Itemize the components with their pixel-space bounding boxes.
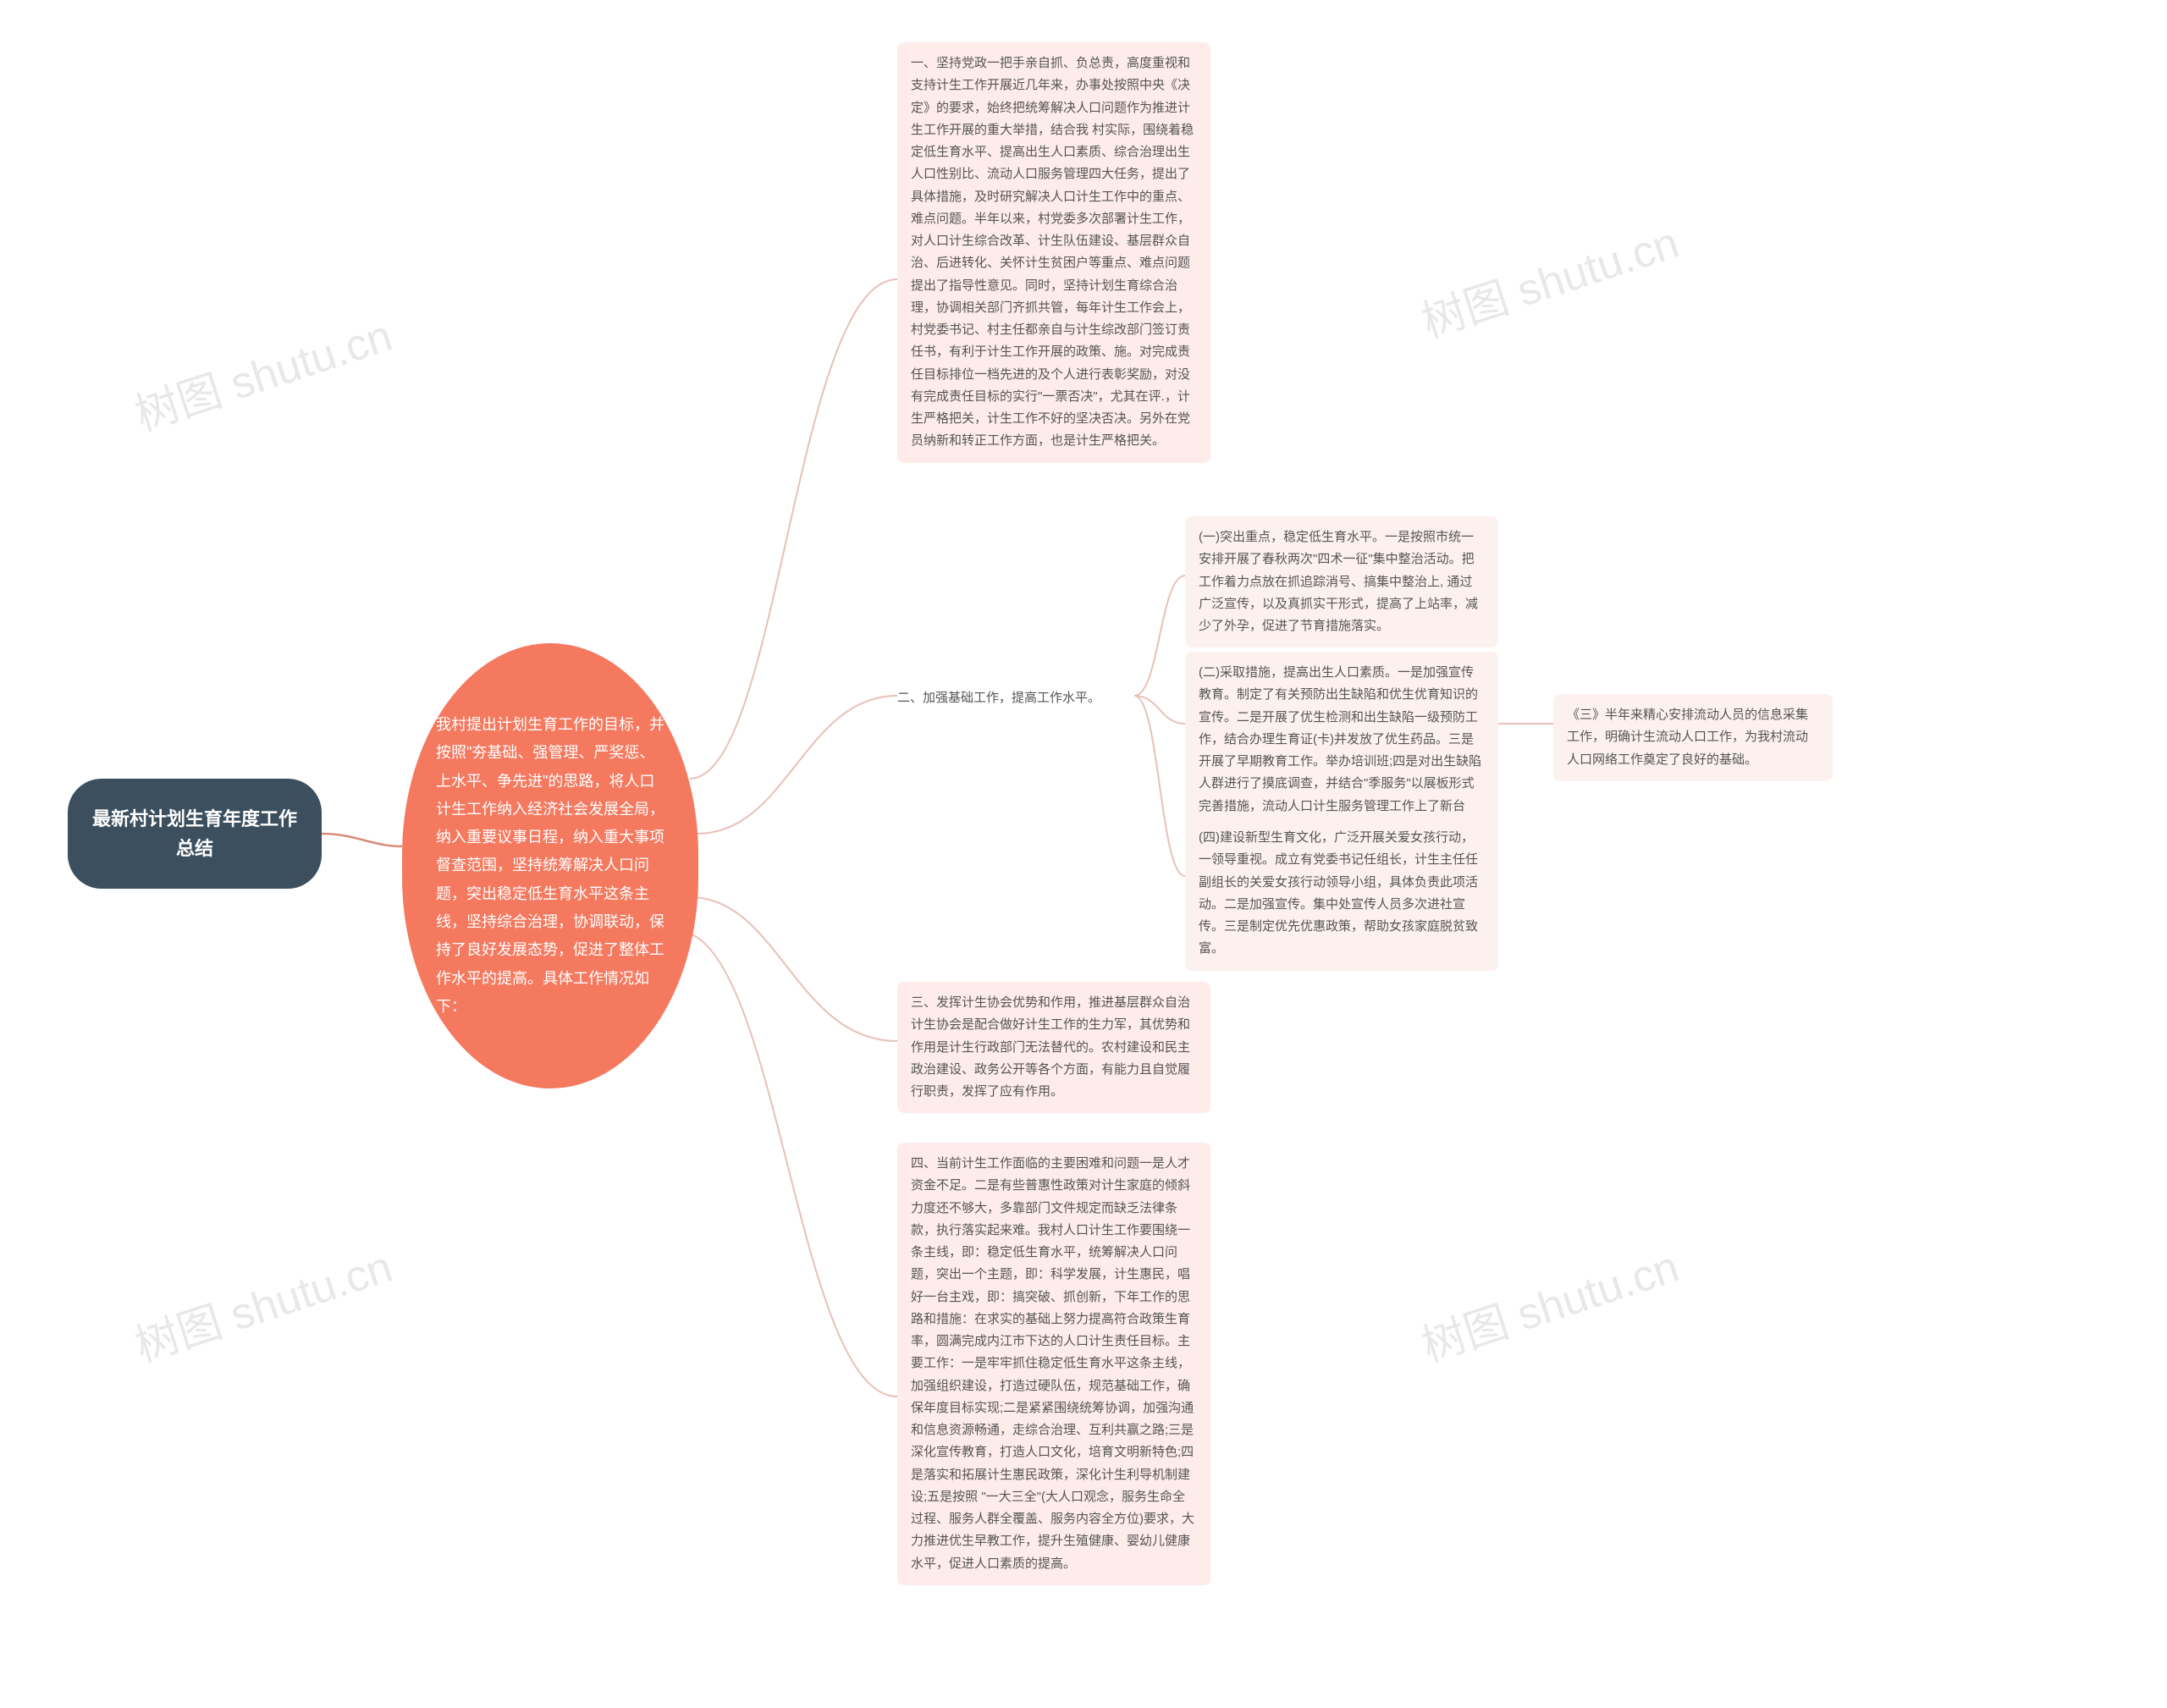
watermark: 树图 shutu.cn xyxy=(1412,1231,1685,1374)
intro-node[interactable]: 我村提出计划生育工作的目标，并按照"夯基础、强管理、严奖惩、上水平、争先进"的思… xyxy=(402,643,698,1088)
watermark: 树图 shutu.cn xyxy=(1412,207,1685,350)
watermark: 树图 shutu.cn xyxy=(125,300,399,443)
branch-4[interactable]: 四、当前计生工作面临的主要困难和问题一是人才资金不足。二是有些普惠性政策对计生家… xyxy=(897,1143,1210,1585)
branch-3[interactable]: 三、发挥计生协会优势和作用，推进基层群众自治计生协会是配合做好计生工作的生力军，… xyxy=(897,982,1210,1113)
mindmap-canvas: 树图 shutu.cn 树图 shutu.cn 树图 shutu.cn 树图 s… xyxy=(0,0,2167,1708)
branch-2a[interactable]: (一)突出重点，稳定低生育水平。一是按照市统一安排开展了春秋两次"四术一征"集中… xyxy=(1185,516,1498,647)
watermark: 树图 shutu.cn xyxy=(125,1231,399,1374)
branch-1[interactable]: 一、坚持党政一把手亲自抓、负总责，高度重视和支持计生工作开展近几年来，办事处按照… xyxy=(897,42,1210,463)
branch-2b-1[interactable]: 《三》半年来精心安排流动人员的信息采集工作，明确计生流动人口工作，为我村流动人口… xyxy=(1553,694,1833,781)
root-node[interactable]: 最新村计划生育年度工作总结 xyxy=(68,779,322,889)
branch-2c[interactable]: (四)建设新型生育文化，广泛开展关爱女孩行动，一领导重视。成立有党委书记任组长，… xyxy=(1185,817,1498,971)
branch-2-label[interactable]: 二、加强基础工作，提高工作水平。 xyxy=(897,687,1134,709)
